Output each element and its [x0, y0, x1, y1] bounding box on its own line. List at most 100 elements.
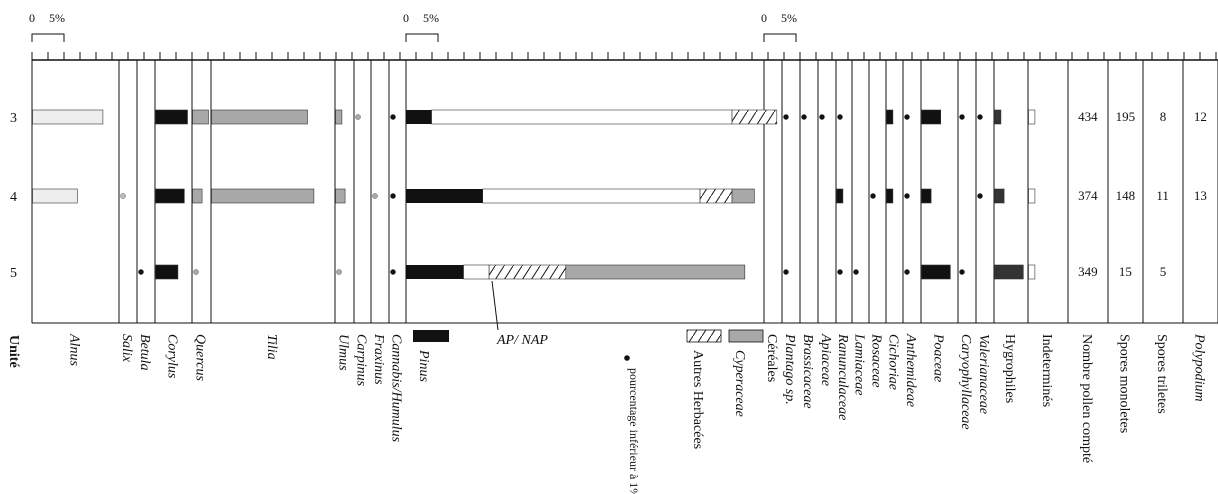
corylus-unit-3-bar: [155, 109, 188, 125]
unit-4-label: 4: [10, 190, 17, 205]
scale-3-bracket: [763, 33, 797, 42]
valerianaceae-label: Valerianaceae: [976, 334, 991, 414]
scale-1-bracket: [31, 33, 65, 42]
fraxinus-unit-4-dot: [372, 193, 378, 199]
hygrophiles-unit-4-bar: [994, 188, 1005, 204]
ranunculaceae-label: Ranunculaceae: [835, 333, 850, 420]
ulmus-unit-4-bar: [335, 188, 346, 204]
ulmus-unit-3-bar: [335, 109, 343, 125]
spores_triletes-unit-4: 11: [1156, 188, 1169, 203]
note-label: pourcentage inférieur à 1%: [627, 368, 641, 494]
spores_monoletes-unit-3: 195: [1116, 109, 1136, 124]
unit-3-label: 3: [10, 111, 17, 126]
ap-nap-unit-3-autres-herbacees: [731, 109, 778, 125]
caryophyllaceae-label: Caryophyllaceae: [958, 334, 973, 430]
spores_triletes-unit-3: 8: [1160, 109, 1167, 124]
indetermines-unit-5-bar: [1028, 264, 1036, 280]
anthemideae-unit-4-dot: [904, 193, 910, 199]
poaceae-unit-3-bar: [921, 109, 942, 125]
apiaceae-unit-3-dot: [819, 114, 825, 120]
alnus-label: Alnus: [67, 333, 82, 366]
anthemideae-unit-3-dot: [904, 114, 910, 120]
lamiaceae-label: Lamiaceae: [852, 333, 867, 395]
ranunculaceae-unit-5-dot: [837, 269, 843, 275]
caryophyllaceae-unit-3-dot: [959, 114, 965, 120]
hygrophiles-unit-5-bar: [994, 264, 1024, 280]
scale-1-zero: 0: [29, 11, 35, 25]
apiaceae-label: Apiaceae: [818, 333, 833, 386]
nombre_pollen-unit-5: 349: [1078, 264, 1098, 279]
indetermines-label: Indeterminés: [1039, 334, 1054, 407]
plantago-unit-3-dot: [783, 114, 789, 120]
legend-autres-label: Autres Herbacées: [690, 350, 705, 449]
nombre_pollen-unit-3: 434: [1078, 109, 1098, 124]
brassicaceae-label: Brassicaceae: [800, 334, 815, 409]
tilia-label: Tilia: [264, 334, 279, 360]
poaceae-unit-5-bar: [921, 264, 951, 280]
ap-nap-unit-5-pinus: [406, 265, 464, 279]
salix-label: Salix: [119, 334, 134, 363]
cannabis-unit-5-dot: [390, 269, 396, 275]
spores_monoletes-label: Spores monoletes: [1117, 334, 1132, 433]
ap-nap-unit-5-autres-herbacees: [488, 264, 567, 280]
legend-cyperaceae-swatch: [728, 329, 764, 343]
anthemideae-unit-5-dot: [904, 269, 910, 275]
tilia-unit-3-bar: [211, 109, 308, 125]
cichoriae-unit-3-bar: [886, 109, 894, 125]
ranunculaceae-unit-3-dot: [837, 114, 843, 120]
quercus-unit-5-dot: [193, 269, 199, 275]
ap-nap-unit-4-autres-herbacees: [699, 188, 733, 204]
betula-unit-5-dot: [138, 269, 144, 275]
ap-nap-unit-5-ap: [463, 264, 490, 280]
legend-cyperaceae-label: Cyperaceae: [732, 350, 747, 417]
scale-3-zero: 0: [761, 11, 767, 25]
unite-label: Unité: [6, 335, 21, 368]
note-dot: [624, 355, 630, 361]
ap-nap-label: AP/ NAP: [496, 333, 548, 348]
spores_monoletes-unit-4: 148: [1116, 188, 1136, 203]
ap-nap-unit-5-cyperaceae: [565, 264, 746, 280]
quercus-unit-3-bar: [192, 109, 209, 125]
nombre_pollen-label: Nombre pollen compté: [1079, 334, 1094, 463]
corylus-label: Corylus: [165, 334, 180, 379]
unit-5-label: 5: [10, 266, 17, 281]
carpinus-unit-3-dot: [355, 114, 361, 120]
quercus-label: Quercus: [193, 334, 208, 381]
ap-nap-unit-3-ap: [431, 109, 733, 125]
poaceae-unit-4-bar: [921, 188, 932, 204]
indetermines-unit-3-bar: [1028, 109, 1036, 125]
nombre_pollen-unit-4: 374: [1078, 188, 1098, 203]
fraxinus-label: Fraxinus: [371, 333, 386, 385]
hygrophiles-unit-3-bar: [994, 109, 1002, 125]
corylus-unit-5-bar: [155, 264, 179, 280]
rosaceae-unit-4-dot: [870, 193, 876, 199]
ap-nap-unit-3-pinus: [406, 110, 432, 124]
spores_triletes-label: Spores triletes: [1154, 334, 1169, 414]
ulmus-label: Ulmus: [336, 334, 351, 371]
caryophyllaceae-unit-5-dot: [959, 269, 965, 275]
corylus-unit-4-bar: [155, 188, 185, 204]
spores_triletes-unit-5: 5: [1160, 264, 1167, 279]
lamiaceae-unit-5-dot: [853, 269, 859, 275]
valerianaceae-unit-3-dot: [977, 114, 983, 120]
legend-pinus-swatch: [413, 330, 449, 342]
polypodium-unit-3: 12: [1194, 109, 1207, 124]
ap-nap-pointer: [491, 280, 499, 331]
betula-label: Betula: [137, 334, 152, 371]
polypodium-unit-4: 13: [1194, 188, 1207, 203]
plantago-label: Plantago sp.: [782, 333, 797, 405]
ap-nap-unit-4-pinus: [406, 189, 483, 203]
cannabis-unit-3-dot: [390, 114, 396, 120]
cannabis-unit-4-dot: [390, 193, 396, 199]
indetermines-unit-4-bar: [1028, 188, 1036, 204]
plantago-unit-5-dot: [783, 269, 789, 275]
polypodium-label: Polypodium: [1192, 333, 1207, 402]
ranunculaceae-unit-4-bar: [836, 188, 844, 204]
cichoriae-label: Cichoriae: [886, 334, 901, 390]
hygrophiles-label: Hygrophiles: [1002, 334, 1017, 403]
poaceae-label: Poaceae: [931, 333, 946, 382]
ulmus-unit-5-dot: [336, 269, 342, 275]
anthemideae-label: Anthemideae: [903, 333, 918, 407]
